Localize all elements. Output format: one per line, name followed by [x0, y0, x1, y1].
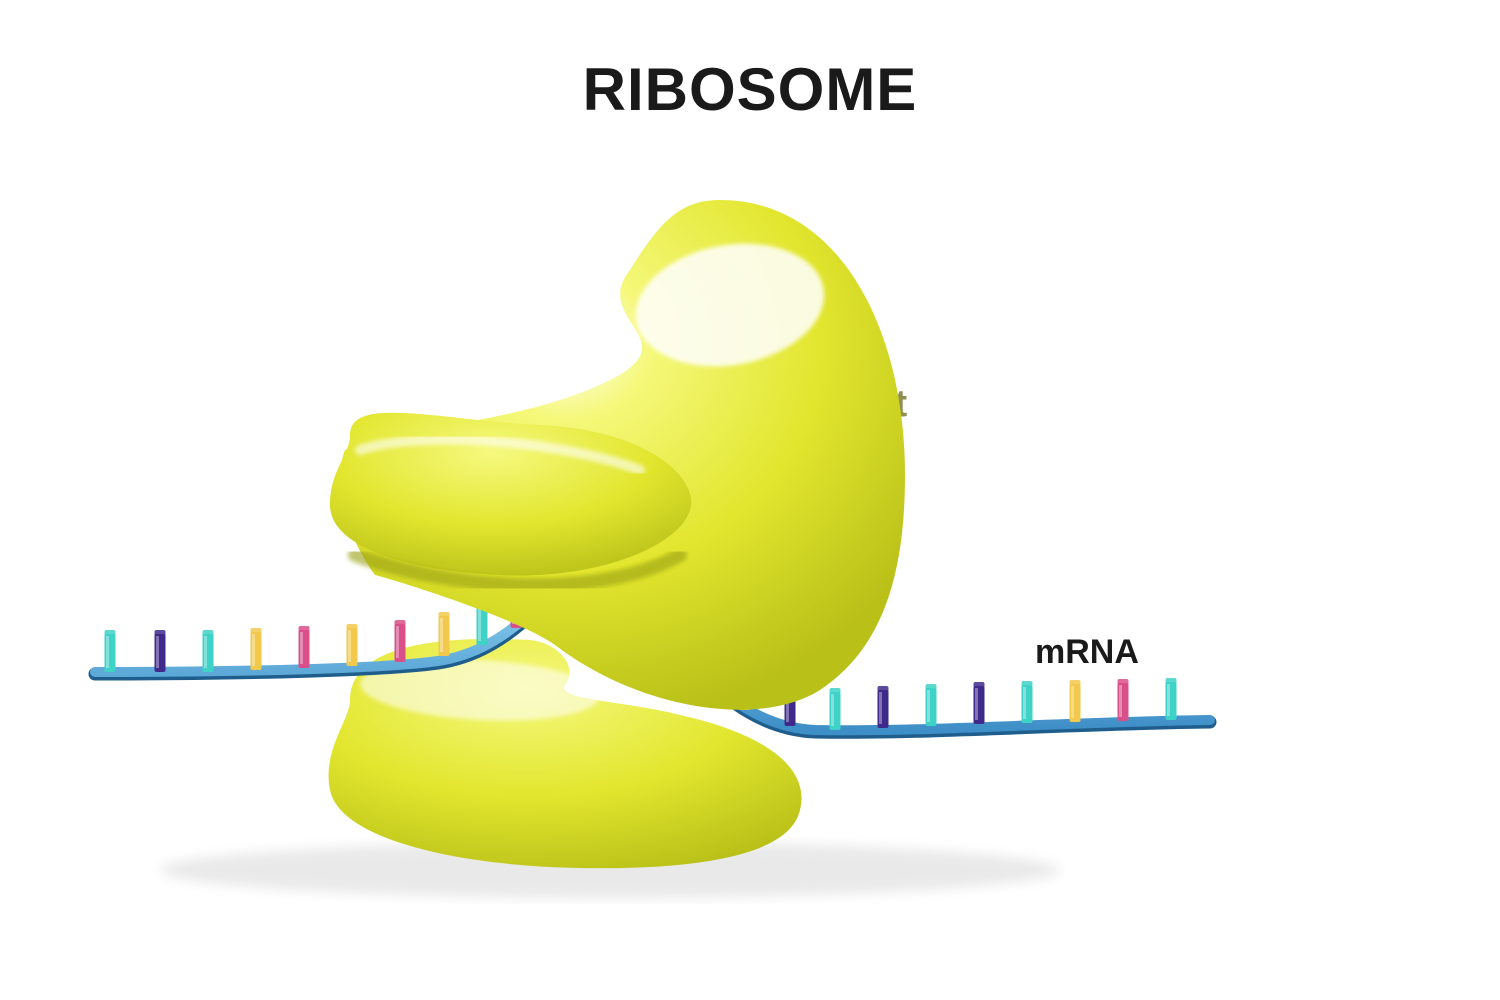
codon — [830, 688, 841, 730]
codon — [395, 620, 406, 662]
codon — [1070, 680, 1081, 722]
codon — [105, 630, 116, 672]
codon — [878, 686, 889, 728]
codon — [251, 628, 262, 670]
codon — [347, 624, 358, 666]
codon — [974, 682, 985, 724]
codon — [1166, 678, 1177, 720]
codon — [1022, 681, 1033, 723]
codon — [439, 612, 450, 656]
codon — [926, 684, 937, 726]
codon — [203, 630, 214, 672]
large-subunit — [330, 200, 905, 710]
codon — [155, 630, 166, 672]
ribosome-diagram — [0, 0, 1500, 1000]
codon — [299, 626, 310, 668]
codon — [1118, 679, 1129, 721]
